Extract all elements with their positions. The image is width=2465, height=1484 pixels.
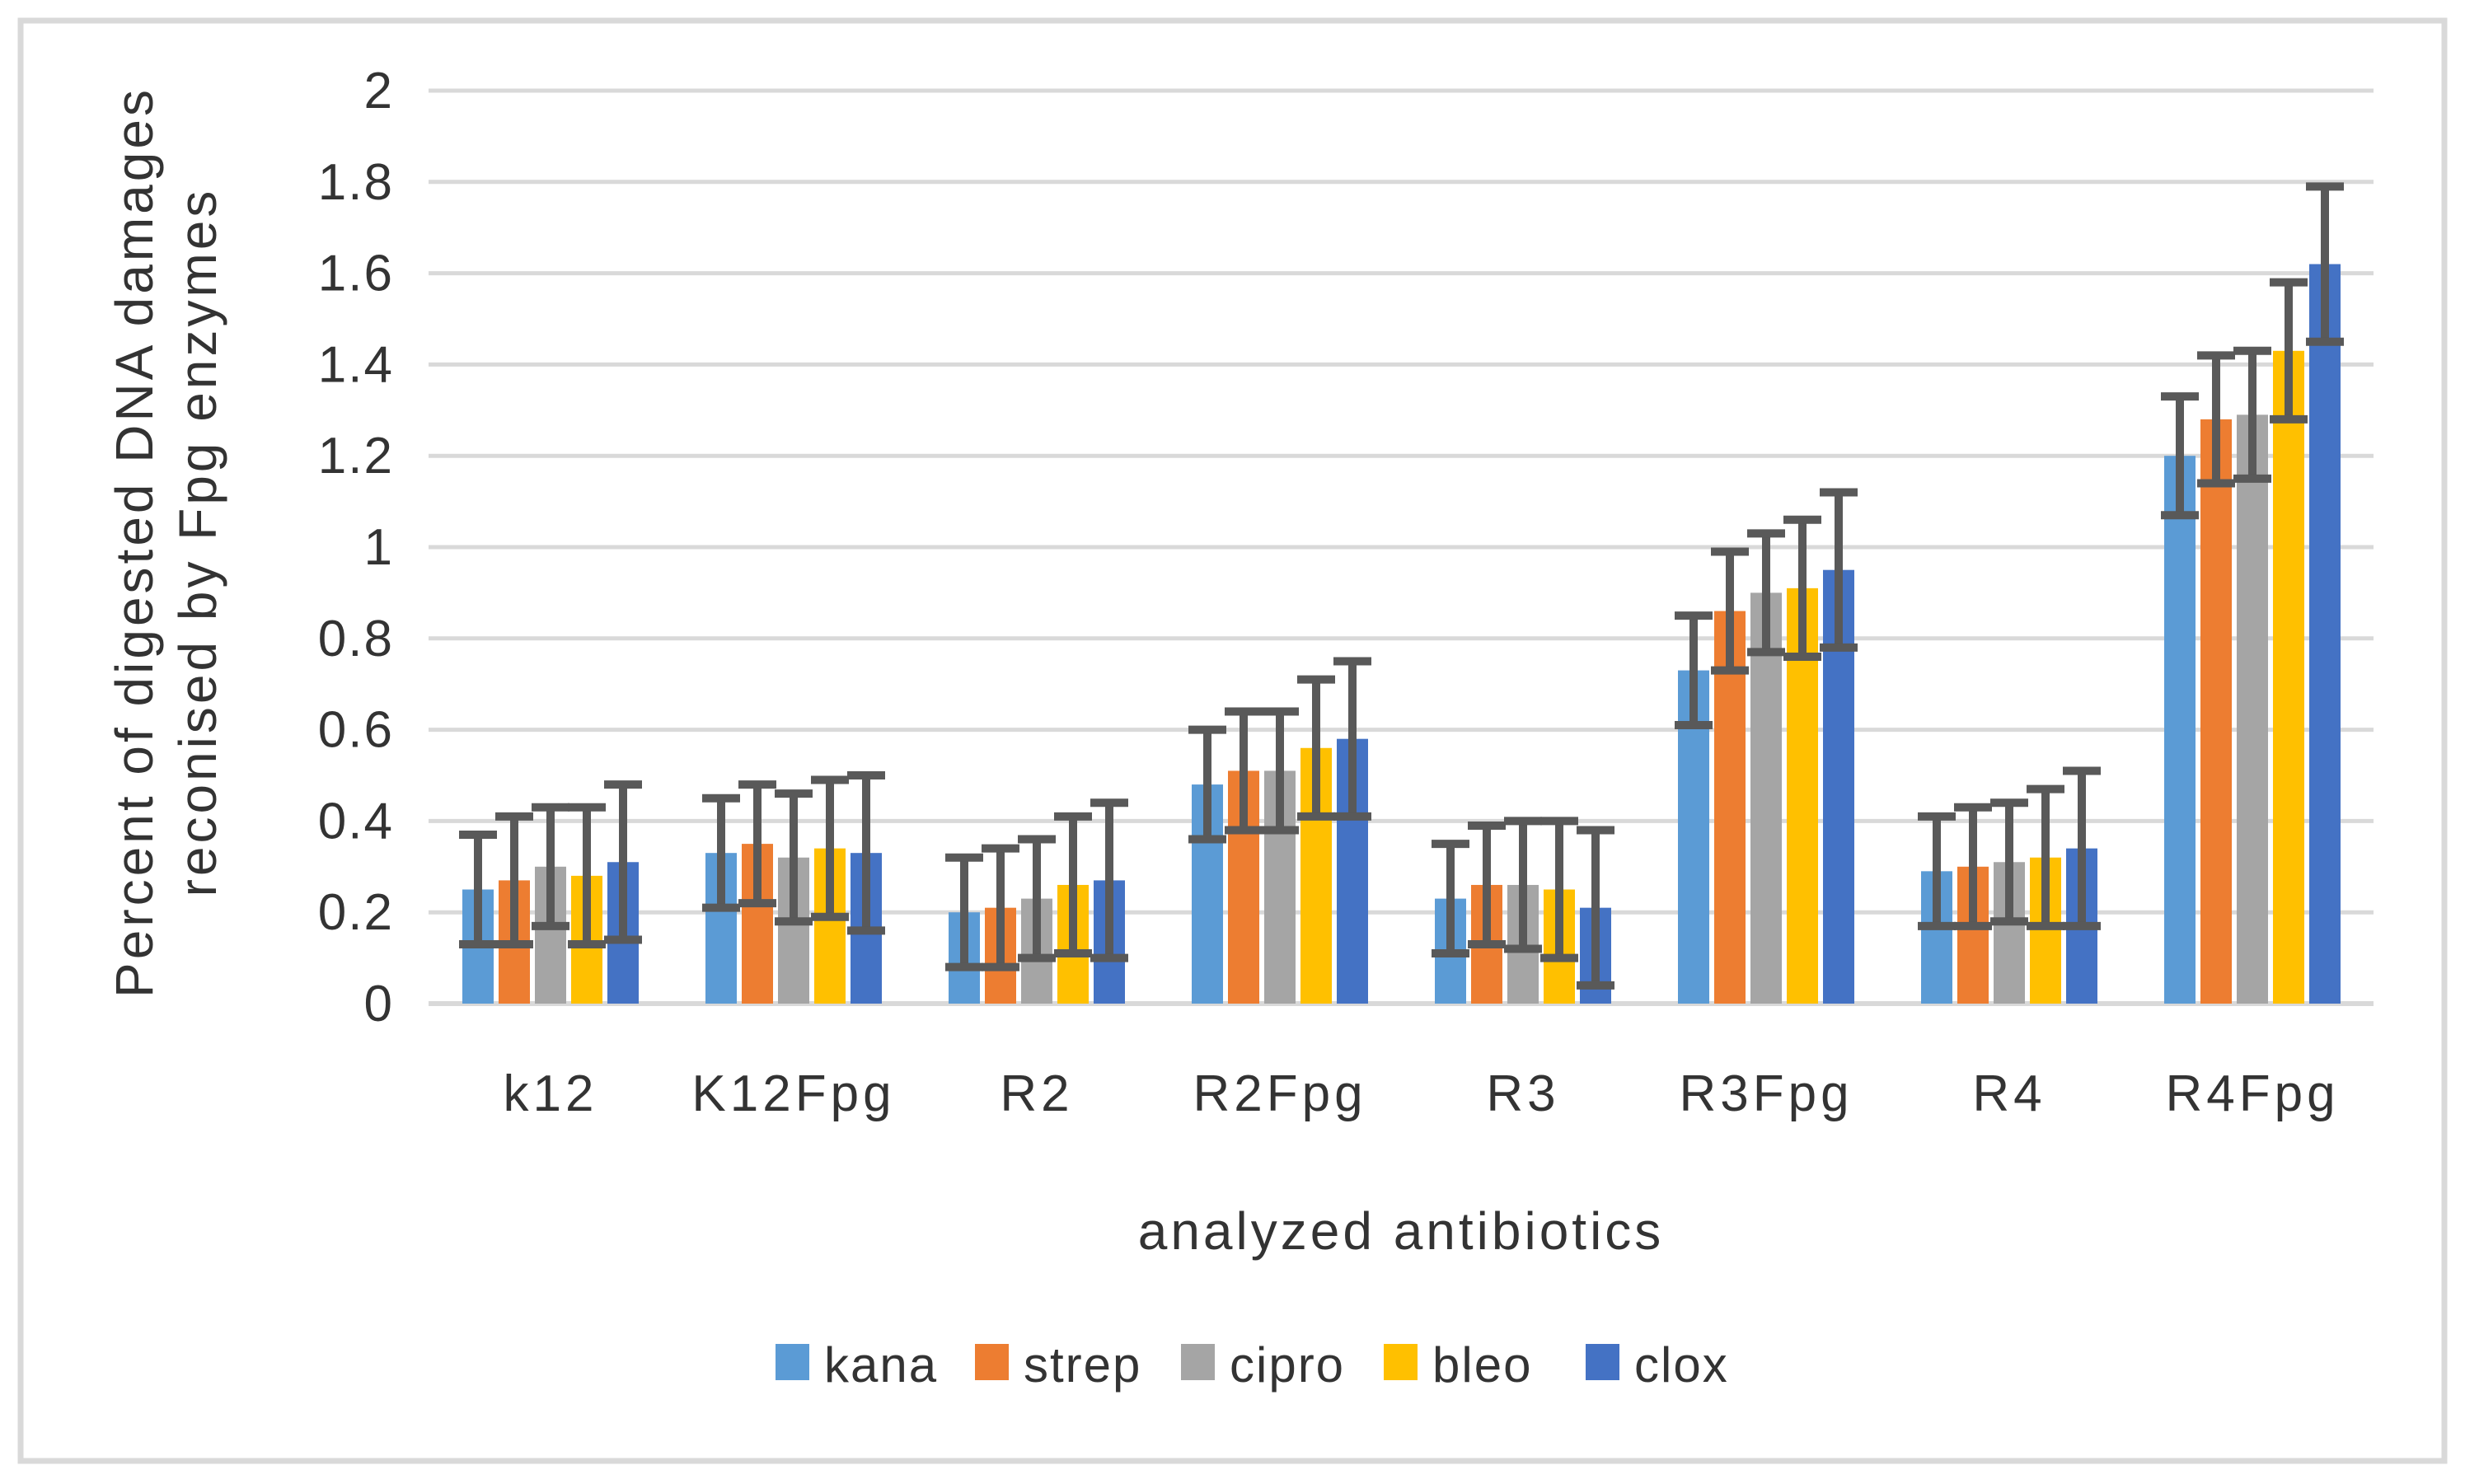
y-tick-label-0.2: 0.2: [318, 884, 394, 941]
y-tick-label-1: 1: [364, 519, 394, 576]
x-category-label-R3Fpg: R3Fpg: [1679, 1065, 1853, 1122]
errorbar-bleo-R3: [1540, 817, 1578, 962]
bar-strep-R3Fpg: [1714, 611, 1746, 1004]
errorbar-clox-K12Fpg: [847, 771, 885, 935]
errorbar-cipro-R2Fpg: [1261, 707, 1299, 835]
errorbar-clox-R2: [1090, 798, 1128, 962]
x-category-label-R2: R2: [1000, 1065, 1073, 1122]
legend: kana strep cipro bleo clox: [776, 1337, 1729, 1393]
errorbar-bleo-R2Fpg: [1297, 675, 1335, 821]
bar-cipro-R3Fpg: [1750, 592, 1782, 1004]
errorbar-kana-R2: [945, 853, 983, 971]
legend-item-strep: strep: [975, 1337, 1141, 1393]
errorbar-kana-R4: [1918, 812, 1956, 930]
x-axis-title: analyzed antibiotics: [1138, 1201, 1665, 1261]
figure-border: [17, 17, 2448, 1464]
x-category-label-R3: R3: [1486, 1065, 1559, 1122]
y-axis-title-line2: reconised by Fpg enzymes: [168, 188, 227, 897]
errorbar-strep-R2Fpg: [1225, 707, 1263, 835]
errorbar-cipro-R4Fpg: [2233, 346, 2271, 483]
legend-item-clox: clox: [1586, 1337, 1729, 1393]
legend-swatch-cipro: [1181, 1344, 1215, 1380]
legend-swatch-bleo: [1384, 1344, 1418, 1380]
errorbar-kana-R3Fpg: [1675, 611, 1713, 730]
legend-swatch-strep: [975, 1344, 1009, 1380]
errorbar-bleo-R4Fpg: [2270, 278, 2308, 424]
errorbar-clox-k12: [604, 780, 642, 944]
x-axis-category-labels: k12 K12Fpg R2 R2Fpg R3 R3Fpg R4 R4Fpg: [504, 1065, 2339, 1122]
errorbar-strep-R3Fpg: [1711, 547, 1749, 675]
legend-label-clox: clox: [1634, 1337, 1729, 1393]
errorbar-cipro-R4: [1990, 798, 2028, 926]
bar-cipro-R4Fpg: [2237, 414, 2268, 1004]
errorbar-kana-R4Fpg: [2161, 392, 2199, 520]
bar-clox-R4Fpg: [2309, 264, 2341, 1004]
y-tick-label-1.2: 1.2: [318, 428, 394, 485]
y-axis-tick-labels: 0 0.2 0.4 0.6 0.8 1 1.2 1.4 1.6 1.8 2: [318, 63, 394, 1032]
errorbar-strep-R2: [982, 844, 1019, 971]
x-category-label-K12Fpg: K12Fpg: [691, 1065, 895, 1122]
errorbar-clox-R2Fpg: [1333, 657, 1371, 821]
legend-label-strep: strep: [1024, 1337, 1141, 1393]
errorbar-bleo-k12: [568, 803, 606, 948]
errorbar-bleo-R3Fpg: [1783, 515, 1821, 661]
y-tick-label-1.6: 1.6: [318, 246, 394, 302]
errorbar-kana-K12Fpg: [702, 793, 740, 912]
y-tick-label-0.4: 0.4: [318, 793, 394, 850]
errorbar-cipro-R3Fpg: [1747, 529, 1785, 657]
y-tick-label-0.8: 0.8: [318, 611, 394, 667]
errorbar-kana-k12: [459, 831, 497, 948]
legend-item-cipro: cipro: [1181, 1337, 1345, 1393]
errorbar-strep-K12Fpg: [738, 780, 776, 908]
errorbar-clox-R3: [1577, 826, 1614, 990]
legend-label-cipro: cipro: [1230, 1337, 1345, 1393]
errorbar-kana-R3: [1432, 840, 1469, 958]
x-category-label-k12: k12: [504, 1065, 598, 1122]
error-bars: [459, 182, 2344, 990]
errorbar-bleo-R4: [2027, 784, 2064, 930]
errorbar-cipro-K12Fpg: [775, 789, 813, 926]
x-category-label-R4: R4: [1972, 1065, 2046, 1122]
bar-bleo-R4Fpg: [2273, 350, 2304, 1004]
y-axis-title-line1: Percent of digested DNA damages: [105, 87, 164, 998]
bar-series: [462, 264, 2341, 1004]
y-tick-label-1.8: 1.8: [318, 154, 394, 211]
errorbar-clox-R3Fpg: [1820, 488, 1858, 652]
legend-item-bleo: bleo: [1384, 1337, 1532, 1393]
x-category-label-R2Fpg: R2Fpg: [1193, 1065, 1366, 1122]
legend-label-kana: kana: [824, 1337, 938, 1393]
errorbar-cipro-R2: [1018, 835, 1056, 962]
bar-kana-R4Fpg: [2164, 456, 2196, 1004]
legend-item-kana: kana: [776, 1337, 938, 1393]
errorbar-cipro-R3: [1504, 817, 1542, 953]
errorbar-strep-R3: [1468, 821, 1506, 948]
x-category-label-R4Fpg: R4Fpg: [2165, 1065, 2339, 1122]
legend-swatch-clox: [1586, 1344, 1619, 1380]
y-tick-label-0: 0: [364, 976, 394, 1032]
legend-swatch-kana: [776, 1344, 809, 1380]
y-tick-label-2: 2: [364, 63, 394, 119]
legend-label-bleo: bleo: [1432, 1337, 1532, 1393]
errorbar-kana-R2Fpg: [1188, 725, 1226, 844]
errorbar-clox-R4Fpg: [2306, 182, 2344, 346]
y-tick-label-0.6: 0.6: [318, 702, 394, 759]
errorbar-bleo-K12Fpg: [811, 775, 849, 921]
errorbar-bleo-R2: [1054, 812, 1092, 958]
errorbar-cipro-k12: [532, 803, 569, 930]
bar-strep-R4Fpg: [2200, 419, 2232, 1004]
y-tick-label-1.4: 1.4: [318, 336, 394, 393]
errorbar-strep-k12: [495, 812, 533, 948]
errorbar-clox-R4: [2063, 766, 2101, 930]
errorbar-strep-R4: [1954, 803, 1992, 930]
errorbar-strep-R4Fpg: [2197, 351, 2235, 488]
